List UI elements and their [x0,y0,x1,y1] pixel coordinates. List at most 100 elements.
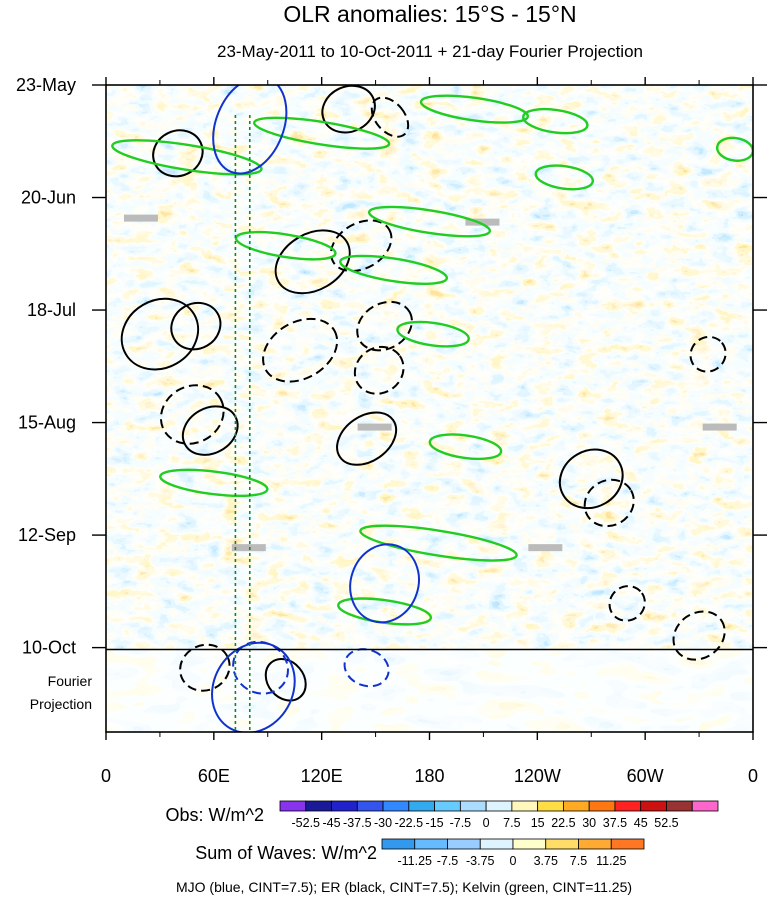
projection-label-line2: Projection [30,696,92,712]
colorbar-tick-label: 22.5 [551,816,575,830]
colorbar-swatch [414,838,448,850]
er-contour [558,448,624,510]
er-contour [262,317,339,383]
colorbar-tick-label: 7.5 [570,854,587,868]
colorbar-tick-label: -52.5 [292,816,321,830]
kelvin-contour [534,164,595,191]
x-tick-label: 60E [198,766,230,786]
er-contour [672,610,726,661]
colorbar-tick-label: 11.25 [596,854,626,868]
er-contour [356,300,413,352]
missing-data-bar [231,544,266,552]
colorbar-tick-label: 52.5 [654,816,678,830]
waves-colorbar-label: Sum of Waves: W/m^2 [195,843,377,863]
colorbar-swatch [545,838,579,850]
kelvin-contour [419,94,530,124]
projected-olr-field [106,650,753,732]
kelvin-contour [428,433,503,461]
colorbar-tick-label: 3.75 [534,854,558,868]
colorbar-tick-label: -7.5 [437,854,459,868]
colorbar-swatch [640,800,667,812]
er-contour [353,345,405,395]
colorbar-swatch [588,800,616,812]
mjo-contour [212,85,288,175]
colorbar-swatch [578,838,612,850]
obs-colorbar-label: Obs: W/m^2 [166,805,264,825]
colorbar-swatch [563,800,590,812]
kelvin-contour [359,524,518,562]
colorbar-swatch [485,800,513,812]
y-tick-label: 18-Jul [27,300,76,320]
colorbar-tick-label: 37.5 [603,816,627,830]
wave-contours [111,85,753,732]
colorbar-tick-label: -30 [374,816,392,830]
colorbar-swatch [434,800,461,812]
colorbar-tick-label: 45 [634,816,648,830]
kelvin-contour [252,116,391,150]
chart-subtitle: 23-May-2011 to 10-Oct-2011 + 21-day Four… [217,42,643,61]
colorbar-tick-label: -22.5 [395,816,424,830]
x-tick-label: 0 [748,766,758,786]
colorbar-swatch [614,800,642,812]
er-contour [159,384,225,445]
colorbar-tick-label: 15 [531,816,545,830]
chart-title: OLR anomalies: 15°S - 15°N [283,1,576,27]
mjo-contour [232,640,289,695]
kelvin-contour [339,254,449,286]
x-tick-label: 120W [514,766,561,786]
y-tick-label: 23-May [16,75,76,95]
colorbar-tick-label: -7.5 [450,816,472,830]
colorbar-swatch [382,800,410,812]
footer-note: MJO (blue, CINT=7.5); ER (black, CINT=7.… [176,879,632,895]
x-tick-label: 180 [414,766,444,786]
colorbar-tick-label: 0 [483,816,490,830]
colorbar-swatch [305,800,332,812]
mjo-contour [343,648,390,688]
waves-colorbar: -11.25 -7.5 -3.75 0 3.75 7.5 11.25 [381,838,645,868]
missing-data-bar [357,423,392,431]
y-axis: 23-May 20-Jun 18-Jul 15-Aug 12-Sep 10-Oct [16,75,767,658]
obs-colorbar: -52.5 -45 -37.5 -30 -22.5 -15 -7.5 0 7.5 15 22.5 30… [279,800,719,830]
missing-data-bar [528,544,563,552]
colorbar-swatch [459,800,487,812]
colorbar-swatch [610,838,645,850]
colorbar-tick-label: 30 [582,816,596,830]
kelvin-contour [396,320,470,348]
colorbar-swatch [447,838,481,850]
y-tick-label: 10-Oct [22,638,76,658]
colorbar-tick-label: -45 [322,816,340,830]
x-tick-label: 0 [101,766,111,786]
colorbar-swatch [512,838,547,850]
colorbar-swatch [408,800,435,812]
kelvin-contour [111,139,263,176]
colorbar-tick-label: -3.75 [466,854,495,868]
plot-area [106,85,753,732]
colorbar-tick-label: 7.5 [503,816,520,830]
x-axis: 0 60E 120E 180 120W 60W 0 [101,77,758,786]
colorbar-swatch [479,838,514,850]
colorbar-swatch [356,800,384,812]
colorbar-swatch [511,800,539,812]
observed-olr-field [106,85,753,650]
er-contour [170,301,222,351]
kelvin-contour [367,205,492,238]
er-contour [583,478,635,528]
colorbar-swatch [279,800,307,812]
colorbar-tick-label: -37.5 [343,816,372,830]
er-contour [689,335,727,373]
colorbar-swatch [666,800,693,812]
er-contour [370,96,410,138]
x-tick-label: 120E [301,766,343,786]
y-tick-label: 15-Aug [18,413,76,433]
colorbar-swatch [381,838,416,850]
reference-lines [234,115,251,732]
colorbar-swatch [537,800,564,812]
kelvin-contour [159,468,269,498]
missing-data-markers [123,214,737,552]
er-contour [608,585,646,622]
x-tick-label: 60W [627,766,664,786]
er-contour [120,297,200,371]
er-contour [330,219,393,273]
missing-data-bar [465,218,500,226]
